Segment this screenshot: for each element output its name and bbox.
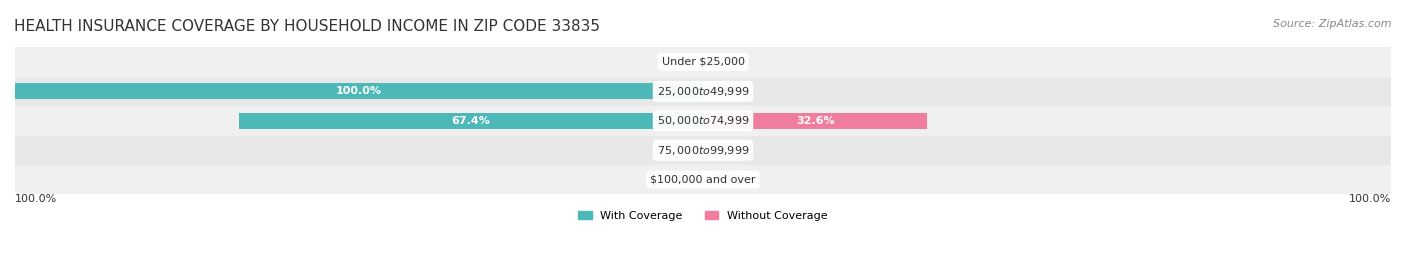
Legend: With Coverage, Without Coverage: With Coverage, Without Coverage [574,207,832,225]
Text: 0.0%: 0.0% [713,57,741,67]
Text: 67.4%: 67.4% [451,116,491,126]
Text: HEALTH INSURANCE COVERAGE BY HOUSEHOLD INCOME IN ZIP CODE 33835: HEALTH INSURANCE COVERAGE BY HOUSEHOLD I… [14,19,600,34]
Bar [15,83,703,100]
Bar [239,113,703,129]
Bar [15,106,1391,136]
Bar [15,165,1391,194]
Text: Under $25,000: Under $25,000 [661,57,745,67]
Text: 0.0%: 0.0% [665,175,693,185]
Text: 0.0%: 0.0% [665,57,693,67]
Text: 100.0%: 100.0% [1348,194,1391,204]
Text: 0.0%: 0.0% [713,175,741,185]
Text: $100,000 and over: $100,000 and over [650,175,756,185]
Text: 0.0%: 0.0% [713,145,741,155]
Text: $50,000 to $74,999: $50,000 to $74,999 [657,114,749,127]
Bar [15,77,1391,106]
Text: $25,000 to $49,999: $25,000 to $49,999 [657,85,749,98]
Text: 32.6%: 32.6% [796,116,834,126]
Text: 0.0%: 0.0% [665,145,693,155]
Text: 100.0%: 100.0% [336,86,382,96]
Bar [703,113,928,129]
Text: Source: ZipAtlas.com: Source: ZipAtlas.com [1274,19,1392,29]
Bar [15,136,1391,165]
Text: $75,000 to $99,999: $75,000 to $99,999 [657,144,749,157]
Text: 0.0%: 0.0% [713,86,741,96]
Text: 100.0%: 100.0% [15,194,58,204]
Bar [15,47,1391,77]
